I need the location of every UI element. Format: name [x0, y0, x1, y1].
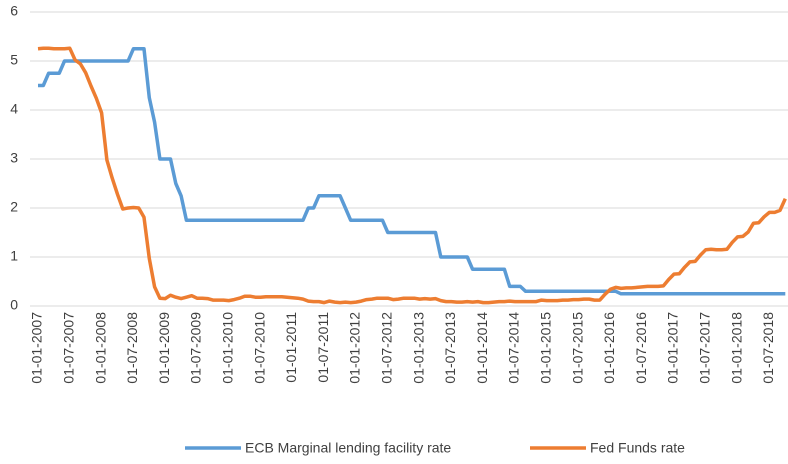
x-tick-label: 01-07-2012: [379, 312, 395, 384]
y-tick-label: 3: [10, 150, 18, 166]
x-tick-label: 01-01-2013: [410, 312, 426, 384]
legend-label: ECB Marginal lending facility rate: [245, 440, 451, 456]
x-tick-label: 01-07-2017: [697, 312, 713, 384]
series-line: [38, 47, 786, 296]
y-tick-label: 2: [10, 199, 18, 215]
x-tick-label: 01-01-2015: [538, 312, 554, 384]
x-tick-label: 01-07-2016: [633, 312, 649, 384]
y-tick-label: 0: [10, 297, 18, 313]
x-tick-label: 01-07-2007: [61, 312, 77, 384]
x-tick-label: 01-07-2013: [442, 312, 458, 384]
y-tick-label: 4: [10, 101, 18, 117]
x-tick-label: 01-01-2018: [728, 312, 744, 384]
x-tick-label: 01-07-2015: [569, 312, 585, 384]
x-tick-label: 01-01-2017: [665, 312, 681, 384]
x-tick-label: 01-01-2014: [474, 312, 490, 384]
x-tick-label: 01-01-2016: [601, 312, 617, 384]
y-tick-label: 6: [10, 3, 18, 19]
x-tick-label: 01-07-2010: [251, 312, 267, 384]
y-tick-label: 5: [10, 52, 18, 68]
x-tick-label: 01-07-2008: [124, 312, 140, 384]
x-tick-label: 01-07-2009: [188, 312, 204, 384]
x-tick-label: 01-01-2011: [283, 312, 299, 383]
legend-label: Fed Funds rate: [590, 440, 685, 456]
x-tick-label: 01-07-2014: [506, 312, 522, 384]
x-tick-label: 01-07-2018: [760, 312, 776, 384]
x-tick-label: 01-01-2010: [220, 312, 236, 384]
x-tick-label: 01-01-2008: [92, 312, 108, 384]
y-tick-label: 1: [10, 248, 18, 264]
series-line: [37, 46, 787, 305]
x-tick-label: 01-01-2007: [29, 312, 45, 384]
x-tick-label: 01-07-2011: [315, 312, 331, 383]
x-tick-label: 01-01-2012: [347, 312, 363, 384]
x-tick-label: 01-01-2009: [156, 312, 172, 384]
